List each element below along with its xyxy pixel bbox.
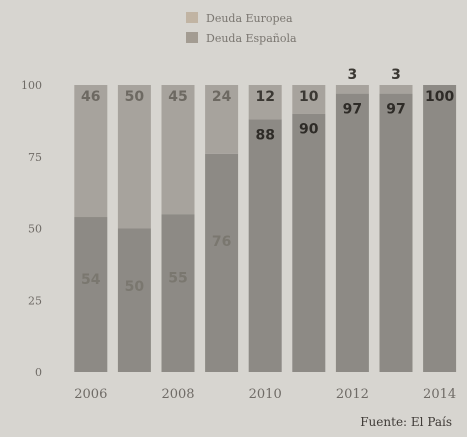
legend-swatch-series-2 (186, 32, 198, 43)
source-note: Fuente: El País (360, 415, 452, 429)
bar-2013-series-1 (379, 93, 413, 373)
x-tick-label-2006: 2006 (74, 387, 107, 402)
bar-2006-series-2 (74, 85, 108, 218)
data-label-top-2010: 12 (255, 89, 274, 105)
bar-2008-series-2 (161, 85, 195, 215)
bar-2010-series-1 (248, 119, 282, 372)
bar-2013-series-2 (379, 85, 413, 94)
data-labels: 54 46 50 50 55 45 76 24 88 12 90 10 97 3 97 3 100 (81, 67, 454, 295)
bar-2014-series-1 (423, 85, 457, 372)
bar-2007-series-2 (117, 85, 151, 229)
y-tick-label-100: 100 (21, 79, 42, 92)
legend: Deuda Europea Deuda Española (186, 12, 297, 45)
bar-2006-series-1 (74, 217, 108, 372)
data-label-top-2006: 46 (81, 89, 100, 105)
y-tick-label-0: 0 (35, 366, 42, 379)
data-label-bottom-2011: 90 (299, 122, 319, 138)
data-label-top-2008: 45 (168, 89, 187, 105)
bar-2011-series-1 (292, 113, 326, 372)
legend-label-series-2: Deuda Española (206, 32, 297, 45)
x-tick-label-2010: 2010 (249, 387, 282, 402)
data-label-top-2007: 50 (125, 89, 145, 105)
bar-2007-series-1 (117, 228, 151, 372)
data-label-top-2012: 3 (348, 67, 358, 83)
y-axis: 0 25 50 75 100 (21, 79, 42, 379)
x-tick-label-2012: 2012 (336, 387, 369, 402)
x-tick-label-2014: 2014 (423, 387, 456, 402)
bar-2008-series-1 (161, 214, 195, 372)
y-tick-label-50: 50 (28, 223, 42, 236)
legend-swatch-series-1 (186, 12, 198, 23)
bar-2012-series-2 (335, 85, 369, 94)
data-label-bottom-2010: 88 (255, 127, 274, 143)
bars (74, 85, 457, 373)
data-label-bottom-2009: 76 (212, 234, 231, 250)
x-axis: 2006 2008 2010 2012 2014 (74, 387, 456, 402)
data-label-top-2009: 24 (212, 89, 232, 105)
data-label-bottom-2008: 55 (168, 270, 187, 286)
bar-2009-series-1 (205, 153, 239, 372)
bar-2009-series-2 (205, 85, 239, 154)
data-label-top-2013: 3 (391, 67, 401, 83)
bar-2012-series-1 (335, 93, 369, 373)
y-tick-label-75: 75 (28, 151, 42, 164)
bar-2010-series-2 (248, 85, 282, 120)
bar-2011-series-2 (292, 85, 326, 114)
y-tick-label-25: 25 (28, 294, 42, 307)
data-label-bottom-2013: 97 (386, 102, 405, 118)
data-label-bottom-2012: 97 (343, 102, 362, 118)
legend-label-series-1: Deuda Europea (206, 12, 293, 25)
data-label-bottom-2014: 100 (425, 89, 454, 105)
data-label-top-2011: 10 (299, 89, 319, 105)
data-label-bottom-2007: 50 (125, 279, 145, 295)
data-label-bottom-2006: 54 (81, 272, 101, 288)
x-tick-label-2008: 2008 (161, 387, 194, 402)
